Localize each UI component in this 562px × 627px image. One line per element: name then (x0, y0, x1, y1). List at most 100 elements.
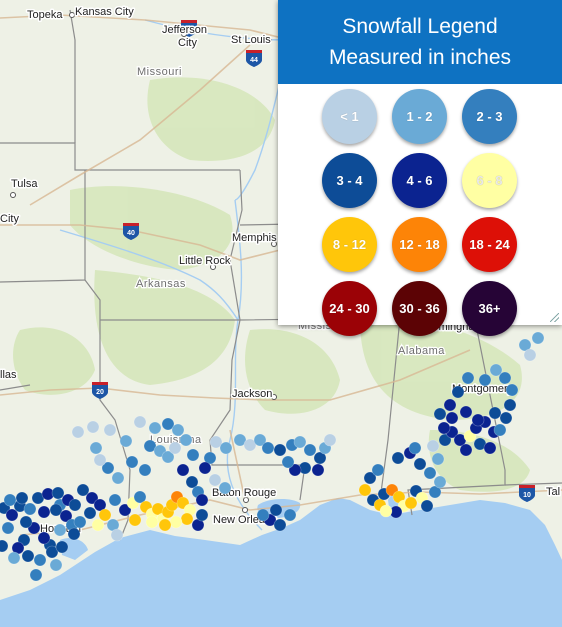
snowfall-report-marker[interactable] (198, 461, 212, 475)
snowfall-report-marker[interactable] (293, 435, 307, 449)
snowfall-report-marker[interactable] (531, 331, 545, 345)
snowfall-report-marker[interactable] (503, 398, 517, 412)
snowfall-report-marker[interactable] (101, 461, 115, 475)
snowfall-report-marker[interactable] (71, 425, 85, 439)
snowfall-report-marker[interactable] (428, 485, 442, 499)
snowfall-report-marker[interactable] (426, 439, 440, 453)
snowfall-report-marker[interactable] (488, 406, 502, 420)
snowfall-report-marker[interactable] (505, 383, 519, 397)
snowfall-report-marker[interactable] (404, 496, 418, 510)
snowfall-report-marker[interactable] (311, 463, 325, 477)
snowfall-report-marker[interactable] (219, 441, 233, 455)
snowfall-report-marker[interactable] (179, 433, 193, 447)
snowfall-report-marker[interactable] (459, 405, 473, 419)
snowfall-report-marker[interactable] (445, 411, 459, 425)
snowfall-report-marker[interactable] (128, 513, 142, 527)
snowfall-report-marker[interactable] (5, 508, 19, 522)
snowfall-report-marker[interactable] (158, 518, 172, 532)
snowfall-report-marker[interactable] (489, 363, 503, 377)
snowfall-report-marker[interactable] (108, 493, 122, 507)
snowfall-report-marker[interactable] (45, 545, 59, 559)
snowfall-report-marker[interactable] (438, 433, 452, 447)
snowfall-report-marker[interactable] (110, 528, 124, 542)
snowfall-report-marker[interactable] (19, 515, 33, 529)
snowfall-report-marker[interactable] (203, 451, 217, 465)
snowfall-report-marker[interactable] (186, 448, 200, 462)
snowfall-report-marker[interactable] (218, 481, 232, 495)
snowfall-report-marker[interactable] (111, 471, 125, 485)
snowfall-report-marker[interactable] (233, 433, 247, 447)
snowfall-report-marker[interactable] (253, 433, 267, 447)
snowfall-report-marker[interactable] (53, 523, 67, 537)
snowfall-report-marker[interactable] (518, 338, 532, 352)
snowfall-report-marker[interactable] (273, 443, 287, 457)
snowfall-report-marker[interactable] (498, 371, 512, 385)
snowfall-report-marker[interactable] (437, 421, 451, 435)
snowfall-report-marker[interactable] (261, 441, 275, 455)
snowfall-report-marker[interactable] (180, 512, 194, 526)
snowfall-report-marker[interactable] (51, 486, 65, 500)
snowfall-report-marker[interactable] (478, 373, 492, 387)
snowfall-report-marker[interactable] (67, 527, 81, 541)
snowfall-report-marker[interactable] (37, 531, 51, 545)
snowfall-report-marker[interactable] (171, 423, 185, 437)
snowfall-report-marker[interactable] (7, 551, 21, 565)
snowfall-report-marker[interactable] (195, 493, 209, 507)
snowfall-report-marker[interactable] (168, 441, 182, 455)
snowfall-report-marker[interactable] (89, 441, 103, 455)
snowfall-report-marker[interactable] (323, 433, 337, 447)
snowfall-report-marker[interactable] (73, 515, 87, 529)
snowfall-report-marker[interactable] (86, 420, 100, 434)
snowfall-report-marker[interactable] (3, 493, 17, 507)
snowfall-report-marker[interactable] (23, 502, 37, 516)
snowfall-report-marker[interactable] (176, 463, 190, 477)
snowfall-report-marker[interactable] (85, 491, 99, 505)
snowfall-report-marker[interactable] (433, 475, 447, 489)
snowfall-report-marker[interactable] (83, 506, 97, 520)
snowfall-report-marker[interactable] (161, 417, 175, 431)
snowfall-report-marker[interactable] (37, 505, 51, 519)
snowfall-report-marker[interactable] (59, 509, 73, 523)
snowfall-report-marker[interactable] (1, 521, 15, 535)
snowfall-report-marker[interactable] (145, 515, 159, 529)
snowfall-report-marker[interactable] (499, 411, 513, 425)
snowfall-report-marker[interactable] (493, 423, 507, 437)
snowfall-report-marker[interactable] (68, 498, 82, 512)
snowfall-report-marker[interactable] (303, 443, 317, 457)
snowfall-report-marker[interactable] (269, 503, 283, 517)
snowfall-report-marker[interactable] (133, 415, 147, 429)
snowfall-report-marker[interactable] (49, 558, 63, 572)
snowfall-report-marker[interactable] (433, 407, 447, 421)
snowfall-report-marker[interactable] (288, 463, 302, 477)
snowfall-report-marker[interactable] (431, 452, 445, 466)
snowfall-report-marker[interactable] (209, 435, 223, 449)
snowfall-report-marker[interactable] (313, 451, 327, 465)
snowfall-report-marker[interactable] (29, 568, 43, 582)
snowfall-report-marker[interactable] (423, 466, 437, 480)
snowfall-report-marker[interactable] (256, 508, 270, 522)
snowfall-report-marker[interactable] (281, 455, 295, 469)
snowfall-report-marker[interactable] (133, 490, 147, 504)
snowfall-report-marker[interactable] (91, 518, 105, 532)
snowfall-report-marker[interactable] (283, 508, 297, 522)
snowfall-markers[interactable] (0, 331, 545, 582)
snowfall-report-marker[interactable] (15, 491, 29, 505)
snowfall-report-marker[interactable] (76, 483, 90, 497)
snowfall-report-marker[interactable] (125, 455, 139, 469)
snowfall-report-marker[interactable] (138, 463, 152, 477)
snowfall-report-marker[interactable] (408, 441, 422, 455)
snowfall-report-marker[interactable] (379, 504, 393, 518)
snowfall-report-marker[interactable] (391, 451, 405, 465)
snowfall-report-marker[interactable] (273, 518, 287, 532)
snowfall-report-marker[interactable] (0, 539, 9, 553)
resize-grip-icon[interactable] (550, 313, 559, 322)
snowfall-report-marker[interactable] (208, 473, 222, 487)
snowfall-report-marker[interactable] (55, 540, 69, 554)
snowfall-report-marker[interactable] (443, 398, 457, 412)
snowfall-report-marker[interactable] (483, 441, 497, 455)
snowfall-report-marker[interactable] (148, 421, 162, 435)
snowfall-report-marker[interactable] (363, 471, 377, 485)
snowfall-report-marker[interactable] (195, 508, 209, 522)
snowfall-report-marker[interactable] (459, 443, 473, 457)
snowfall-report-marker[interactable] (143, 439, 157, 453)
